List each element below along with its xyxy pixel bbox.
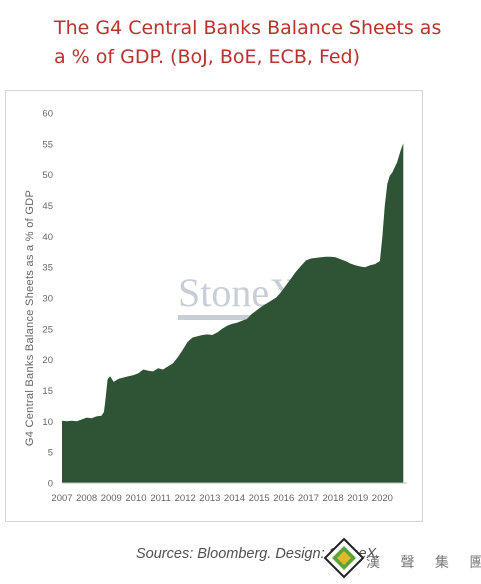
x-tick-label: 2007	[51, 493, 72, 504]
area-series	[62, 143, 404, 483]
y-tick-label: 45	[42, 201, 53, 212]
y-tick-label: 50	[42, 170, 53, 181]
y-tick-label: 25	[42, 324, 53, 335]
y-tick-label: 0	[48, 479, 53, 490]
y-tick-label: 10	[42, 417, 53, 428]
x-tick-label: 2013	[199, 493, 220, 504]
x-tick-label: 2011	[150, 493, 170, 504]
y-axis-ticks: 0 5 10 15 20 25 30 35 40 45 50 55 60	[42, 109, 53, 490]
x-tick-label: 2015	[249, 493, 270, 504]
logo-text: 漢 聲 集 團	[366, 555, 481, 571]
watermark-bar	[178, 315, 274, 320]
x-tick-label: 2012	[175, 493, 196, 504]
y-tick-label: 5	[48, 448, 53, 459]
diamond-logo-icon	[323, 537, 365, 579]
slide-title: The G4 Central Banks Balance Sheets as a…	[54, 17, 442, 68]
x-tick-label: 2018	[323, 493, 344, 504]
y-tick-label: 20	[42, 355, 53, 366]
x-axis-ticks: 2007 2008 2009 2010 2011 2012 2013 2014 2015 2016…	[51, 493, 392, 504]
x-tick-label: 2020	[372, 493, 393, 504]
x-tick-label: 2010	[125, 493, 146, 504]
y-tick-label: 30	[42, 294, 53, 305]
sources-note: Sources: Bloomberg. Design: StoneX.	[136, 546, 381, 562]
area-chart: StoneX 0 5 10 15 20 25 30 35 40 45 50 55 60 2007 2008…	[24, 109, 407, 504]
stonex-watermark: StoneX	[178, 270, 298, 320]
y-tick-label: 55	[42, 139, 53, 150]
y-tick-label: 60	[42, 109, 53, 120]
company-logo: 漢 聲 集 團	[322, 534, 481, 584]
y-tick-label: 40	[42, 232, 53, 243]
chart-frame: StoneX 0 5 10 15 20 25 30 35 40 45 50 55 60 2007 2008…	[5, 90, 423, 522]
y-tick-label: 15	[42, 386, 53, 397]
x-tick-label: 2019	[347, 493, 368, 504]
y-tick-label: 35	[42, 263, 53, 274]
x-tick-label: 2008	[76, 493, 97, 504]
x-tick-label: 2014	[224, 493, 245, 504]
x-tick-label: 2017	[298, 493, 319, 504]
x-tick-label: 2016	[273, 493, 294, 504]
y-axis-label: G4 Central Banks Balance Sheets as a % o…	[24, 190, 36, 446]
x-tick-label: 2009	[101, 493, 122, 504]
